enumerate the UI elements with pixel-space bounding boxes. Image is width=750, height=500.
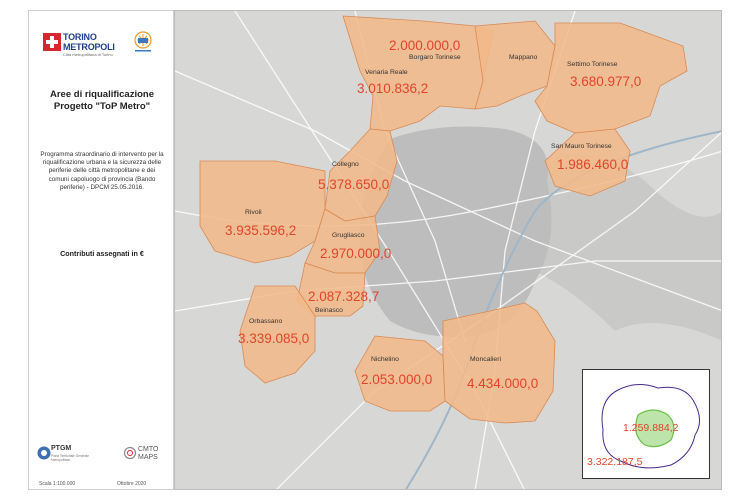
area-orbassano bbox=[239, 285, 316, 384]
area-label-moncalieri: Moncalieri bbox=[470, 356, 501, 363]
area-value-borgaro-torinese: 2.000.000,0 bbox=[389, 38, 461, 53]
logo-text: TORINO METROPOLI bbox=[63, 32, 115, 52]
area-value-collegno: 5.378.650,0 bbox=[318, 177, 390, 192]
cmto-maps-logo: CMTO MAPS bbox=[123, 443, 169, 463]
area-mappano bbox=[474, 20, 556, 110]
area-label-orbassano: Orbassano bbox=[249, 318, 283, 325]
inset-metropolitan-boundary bbox=[601, 384, 700, 469]
map-canvas[interactable]: Borgaro Torinese 2.000.000,0 Mappano Venari… bbox=[174, 10, 722, 490]
map-base-layer bbox=[175, 11, 721, 489]
area-moncalieri bbox=[442, 302, 556, 424]
logo-subtitle: Città metropolitana di Torino bbox=[63, 52, 113, 57]
inset-value-1: 1.259.884,2 bbox=[623, 422, 679, 434]
area-label-rivoli: Rivoli bbox=[245, 209, 262, 216]
torino-metropoli-logo: TORINO METROPOLI Città metropolitana di T… bbox=[43, 31, 115, 57]
area-nichelino bbox=[354, 335, 446, 412]
area-label-borgaro-torinese: Borgaro Torinese bbox=[409, 54, 461, 61]
area-value-nichelino: 2.053.000,0 bbox=[361, 372, 433, 387]
ptgm-icon bbox=[37, 446, 51, 460]
area-value-moncalieri: 4.434.000,0 bbox=[467, 376, 539, 391]
scale-label: Scala 1:100.000 bbox=[39, 481, 76, 487]
inset-outline bbox=[601, 384, 700, 469]
hills-relief bbox=[535, 154, 721, 341]
area-label-venaria-reale: Venaria Reale bbox=[365, 69, 408, 76]
contributi-label: Contributi assegnati in € bbox=[60, 249, 144, 258]
area-label-nichelino: Nichelino bbox=[371, 356, 399, 363]
ptgm-logo: PTGM Piano Territoriale Generale Metropo… bbox=[37, 443, 93, 463]
cmto-icon bbox=[123, 446, 137, 460]
area-label-collegno: Collegno bbox=[332, 161, 359, 168]
red-cross-icon bbox=[43, 33, 61, 51]
cmto-text: CMTO MAPS bbox=[138, 446, 159, 461]
area-label-settimo-torinese: Settimo Torinese bbox=[567, 61, 618, 68]
area-value-settimo-torinese: 3.680.977,0 bbox=[570, 74, 642, 89]
emblem-icon bbox=[134, 31, 152, 52]
area-value-venaria-reale: 3.010.836,2 bbox=[357, 81, 429, 96]
inset-map[interactable]: 1.259.884,2 3.322.187,5 bbox=[582, 369, 710, 479]
area-value-orbassano: 3.339.085,0 bbox=[238, 331, 310, 346]
area-label-san-mauro-torinese: San Mauro Torinese bbox=[551, 143, 612, 150]
legend-panel: TORINO METROPOLI Città metropolitana di T… bbox=[28, 10, 174, 490]
inset-focus-area bbox=[635, 409, 675, 448]
area-label-grugliasco: Grugliasco bbox=[332, 232, 365, 239]
date-label: Ottobre 2020 bbox=[117, 481, 147, 487]
map-description: Programma straordinario di intervento pe… bbox=[40, 151, 164, 191]
area-label-beinasco: Beinasco bbox=[315, 307, 343, 314]
inset-value-2: 3.322.187,5 bbox=[587, 456, 643, 468]
ptgm-subtitle: Piano Territoriale Generale Metropolitan… bbox=[51, 454, 89, 462]
area-value-beinasco: 2.087.328,7 bbox=[308, 289, 380, 304]
ptgm-name: PTGM bbox=[51, 445, 72, 452]
area-value-grugliasco: 2.970.000,0 bbox=[320, 246, 392, 261]
area-san-mauro bbox=[544, 128, 631, 197]
project-areas bbox=[199, 15, 688, 424]
area-value-rivoli: 3.935.596,2 bbox=[225, 223, 297, 238]
area-value-san-mauro-torinese: 1.986.460,0 bbox=[557, 157, 629, 172]
area-rivoli bbox=[199, 160, 326, 264]
area-label-mappano: Mappano bbox=[509, 54, 538, 61]
map-title: Aree di riqualificazione Progetto "ToP M… bbox=[50, 89, 154, 112]
